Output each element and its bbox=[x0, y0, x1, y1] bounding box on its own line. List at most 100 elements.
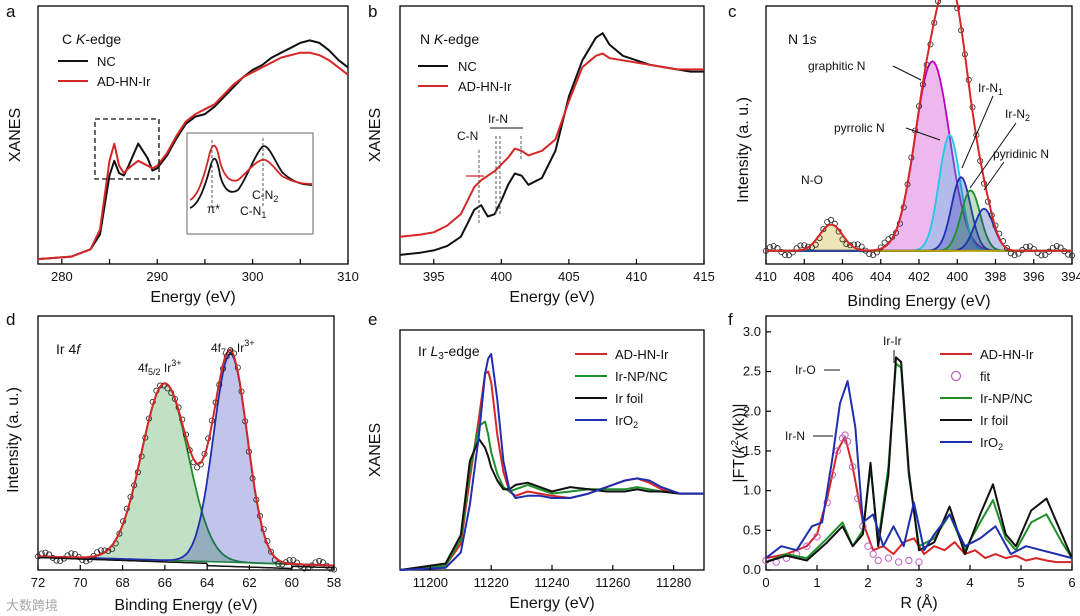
panel-e-xtick-label: 11220 bbox=[474, 575, 509, 590]
panel-f-fit-point bbox=[849, 463, 857, 471]
panel-d-ann-52: 4f5/2 Ir3+ bbox=[138, 358, 181, 377]
panel-e: 11200 11220 11240 11260 11280 Ir L3-edge AD-… bbox=[367, 329, 705, 612]
panel-c-xtick-label: 408 bbox=[793, 269, 815, 284]
panel-letter-b: b bbox=[368, 2, 377, 21]
panel-e-legend-adhn: AD-HN-Ir bbox=[615, 347, 669, 362]
panel-b-xlabel: Energy (eV) bbox=[509, 289, 594, 306]
panel-a-series bbox=[37, 39, 349, 261]
panel-c-data-point bbox=[805, 243, 812, 250]
panel-c: 410 408 406 404 402 400 398 396 394 N 1s graphit… bbox=[735, 0, 1080, 310]
panel-a-xtick-label: 290 bbox=[146, 269, 168, 284]
panel-e-xticks: 11200 11220 11240 11260 11280 bbox=[413, 565, 691, 590]
panel-f-ann-iro: Ir-O bbox=[795, 363, 816, 377]
panel-d-series bbox=[35, 347, 337, 573]
panel-a-title: C K-edge bbox=[62, 31, 121, 47]
panel-c-data-point bbox=[782, 252, 789, 259]
panel-b-series bbox=[399, 32, 704, 256]
panel-f-ann-irir: Ir-Ir bbox=[883, 334, 902, 348]
panel-d-xticks: 72 70 68 66 64 62 60 58 bbox=[31, 565, 341, 590]
panel-b-xtick-label: 395 bbox=[423, 269, 445, 284]
panel-letter-a: a bbox=[6, 2, 16, 21]
panel-e-xlabel: Energy (eV) bbox=[509, 595, 594, 612]
panel-c-arrow-irn2 bbox=[969, 122, 1017, 189]
panel-e-ylabel: XANES bbox=[367, 423, 384, 477]
panel-c-data-point bbox=[1038, 252, 1045, 259]
panel-a-legend-nc: NC bbox=[97, 54, 116, 69]
panel-c-envelope bbox=[766, 0, 1072, 252]
panel-c-data-point bbox=[881, 239, 888, 246]
panel-c-xtick-label: 406 bbox=[832, 269, 854, 284]
panel-f-fit-point bbox=[869, 550, 877, 558]
panel-e-title: Ir L3-edge bbox=[418, 343, 480, 362]
panel-d-data-point bbox=[268, 548, 275, 555]
panel-f-xtick-label: 0 bbox=[762, 575, 769, 590]
panel-f-line-iro2 bbox=[765, 380, 1073, 560]
panel-c-data-point bbox=[812, 241, 819, 248]
panel-a-frame bbox=[37, 5, 349, 265]
panel-d-data-point bbox=[194, 464, 201, 471]
panel-a-line-ad-hn-ir bbox=[37, 51, 349, 261]
panel-c-data-point bbox=[785, 252, 792, 259]
panel-f-ytick-label: 2.0 bbox=[743, 403, 761, 418]
panel-f-ylabel: |FT(k2χ(k))| bbox=[730, 403, 748, 482]
panel-d-frame bbox=[37, 315, 335, 571]
panel-e-xtick-label: 11200 bbox=[413, 575, 448, 590]
panel-f-fit-point bbox=[915, 558, 923, 566]
panel-c-ann-pyridinic: pyridinic N bbox=[993, 147, 1049, 161]
panel-c-data-point bbox=[1065, 251, 1072, 258]
panel-letter-d: d bbox=[6, 310, 15, 329]
panel-b-ann-cn: C-N bbox=[457, 129, 478, 143]
panel-d-title: Ir 4f bbox=[56, 341, 82, 357]
panel-c-data-point bbox=[1026, 243, 1033, 250]
panel-f-ann-irn: Ir-N bbox=[785, 429, 805, 443]
panel-c-data-point bbox=[1053, 243, 1060, 250]
panel-b-title: N K-edge bbox=[420, 31, 479, 47]
panel-b-legend-nc: NC bbox=[458, 59, 477, 74]
panel-b-xtick-label: 410 bbox=[626, 269, 648, 284]
panel-b-legend-adhn: AD-HN-Ir bbox=[458, 79, 512, 94]
panel-f-fit-point bbox=[874, 556, 882, 565]
panel-c-data-point bbox=[1069, 252, 1076, 259]
panel-d-xlabel: Binding Energy (eV) bbox=[114, 597, 257, 614]
panel-f-xtick-label: 4 bbox=[966, 575, 973, 590]
panel-c-ann-irn2: Ir-N2 bbox=[1005, 107, 1030, 123]
panel-a-xtick-label: 300 bbox=[242, 269, 264, 284]
panel-b-ann-irn: Ir-N bbox=[488, 112, 508, 126]
panel-f-line-ad-hn-ir bbox=[765, 435, 1072, 564]
panel-f-legend-iro2: IrO2 bbox=[980, 435, 1003, 452]
panel-f-xtick-label: 5 bbox=[1017, 575, 1024, 590]
panel-c-title: N 1s bbox=[788, 31, 817, 47]
panel-e-xtick-label: 11280 bbox=[656, 575, 691, 590]
panel-c-data-point bbox=[1003, 245, 1010, 252]
panel-d-data-point bbox=[72, 551, 79, 558]
panel-f-xtick-label: 6 bbox=[1068, 575, 1075, 590]
panel-c-xtick-label: 396 bbox=[1023, 269, 1045, 284]
panel-d-data-point bbox=[301, 565, 308, 572]
panel-c-data-point bbox=[1042, 251, 1049, 258]
panel-f-fit-point bbox=[813, 532, 821, 541]
panel-e-line-ir-foil bbox=[399, 438, 704, 571]
panel-e-legend-iro2: IrO2 bbox=[615, 413, 638, 430]
panel-f-fit-point bbox=[884, 554, 893, 562]
panel-a-zoom-box bbox=[94, 118, 160, 180]
panel-a-ylabel: XANES bbox=[7, 108, 24, 162]
panel-f-fit-point bbox=[905, 556, 913, 565]
panel-b-line-nc bbox=[399, 32, 704, 256]
panel-c-ann-no: N-O bbox=[801, 173, 823, 187]
panel-e-frame bbox=[399, 329, 705, 571]
panel-c-data-point bbox=[797, 242, 804, 249]
panel-d-xtick-label: 60 bbox=[284, 575, 298, 590]
panel-a-xlabel: Energy (eV) bbox=[150, 289, 235, 306]
panel-f-fit-point bbox=[823, 498, 831, 507]
panel-f-fit-point bbox=[841, 431, 849, 439]
panel-d-xtick-label: 68 bbox=[115, 575, 129, 590]
panel-f-ytick-label: 1.0 bbox=[743, 483, 761, 498]
panel-d-peak-fill bbox=[38, 383, 334, 566]
panel-a-inset bbox=[186, 132, 314, 235]
panel-c-data-point bbox=[801, 242, 808, 249]
panel-f-fit-point bbox=[864, 542, 872, 550]
panel-d-xtick-label: 58 bbox=[327, 575, 341, 590]
panel-a-inset-nc-line bbox=[189, 145, 313, 209]
panel-letter-c: c bbox=[728, 2, 737, 21]
